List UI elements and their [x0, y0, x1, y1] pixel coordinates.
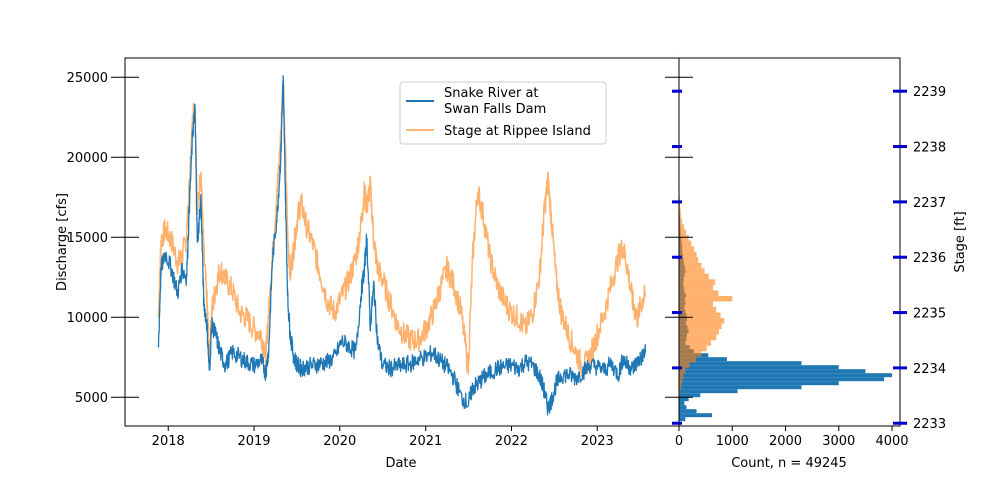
hist-bar-stage	[679, 224, 684, 230]
hist-x-tick-label: 1000	[716, 434, 749, 449]
hist-bar-discharge	[679, 369, 865, 373]
hist-bar-stage	[679, 357, 696, 363]
hist-bar-stage	[679, 285, 713, 291]
hist-bar-discharge	[679, 373, 892, 377]
y-tick-label: 15000	[67, 231, 108, 246]
y2-axis-label: Stage [ft]	[953, 211, 968, 272]
hist-bar-discharge	[679, 393, 700, 397]
hist-bar-stage	[679, 268, 705, 274]
hist-bar-stage	[679, 318, 724, 324]
hist-x-tick-label: 4000	[875, 434, 908, 449]
x-tick-label: 2023	[581, 434, 614, 449]
hist-bar-discharge	[679, 389, 738, 393]
hist-bar-stage	[679, 324, 722, 330]
hist-bar-stage	[679, 346, 707, 352]
hist-bar-stage	[679, 274, 709, 280]
hist-bar-stage	[679, 301, 713, 307]
hist-bar-discharge	[679, 413, 712, 417]
hist-bar-stage	[679, 263, 701, 269]
hist-bar-stage	[679, 246, 694, 252]
y2-tick-label: 2236	[913, 251, 946, 266]
hist-x-tick-label: 3000	[822, 434, 855, 449]
legend-label-discharge: Snake River at Swan Falls Dam	[444, 86, 546, 117]
hist-bar-discharge	[679, 361, 801, 365]
y2-tick-label: 2237	[913, 196, 946, 211]
y2-tick-label: 2239	[913, 85, 946, 100]
hist-bar-discharge	[679, 409, 697, 413]
y2-tick-label: 2235	[913, 307, 946, 322]
x-tick-label: 2019	[237, 434, 270, 449]
legend-label-discharge-line1: Snake River at	[444, 86, 539, 101]
y2-tick-label: 2234	[913, 362, 946, 377]
x-tick-label: 2021	[409, 434, 442, 449]
legend: Snake River at Swan Falls Dam Stage at R…	[400, 82, 606, 144]
x-tick-label: 2022	[495, 434, 528, 449]
hist-bar-stage	[679, 290, 718, 296]
y-tick-label: 25000	[67, 71, 108, 86]
hist-bar-stage	[679, 373, 683, 379]
y-tick-label: 10000	[67, 311, 108, 326]
hist-x-axis-label: Count, n = 49245	[731, 456, 847, 471]
y2-tick-label: 2233	[913, 417, 946, 432]
hist-bar-stage	[679, 230, 686, 236]
hist-bar-discharge	[679, 401, 684, 405]
y2-tick-label: 2238	[913, 141, 946, 156]
hist-bar-stage	[679, 351, 701, 357]
legend-label-discharge-line2: Swan Falls Dam	[444, 102, 546, 117]
hist-bar-discharge	[679, 381, 839, 385]
hist-bar-discharge	[679, 385, 801, 389]
y-tick-label: 5000	[75, 391, 108, 406]
hist-x-tick-label: 2000	[769, 434, 802, 449]
hist-bar-stage	[679, 307, 716, 313]
hist-x-tick-label: 0	[675, 434, 683, 449]
hist-bar-discharge	[679, 365, 839, 369]
histogram-bars	[679, 52, 892, 421]
hist-bar-discharge	[679, 405, 686, 409]
legend-label-stage: Stage at Rippee Island	[444, 124, 591, 139]
hist-bar-stage	[679, 340, 711, 346]
hist-bar-discharge	[679, 377, 884, 381]
hist-bar-discharge	[679, 397, 689, 401]
hist-bar-stage	[679, 241, 691, 247]
hist-bar-stage	[679, 296, 732, 302]
hist-bar-stage	[679, 279, 715, 285]
hist-bar-stage	[679, 329, 719, 335]
y-axis-label: Discharge [cfs]	[55, 193, 70, 291]
y-tick-label: 20000	[67, 151, 108, 166]
x-axis-label: Date	[385, 456, 416, 471]
x-tick-label: 2018	[152, 434, 185, 449]
hist-bar-stage	[679, 335, 716, 341]
hist-bar-discharge	[679, 417, 685, 421]
hist-bar-stage	[679, 235, 689, 241]
x-tick-label: 2020	[323, 434, 356, 449]
